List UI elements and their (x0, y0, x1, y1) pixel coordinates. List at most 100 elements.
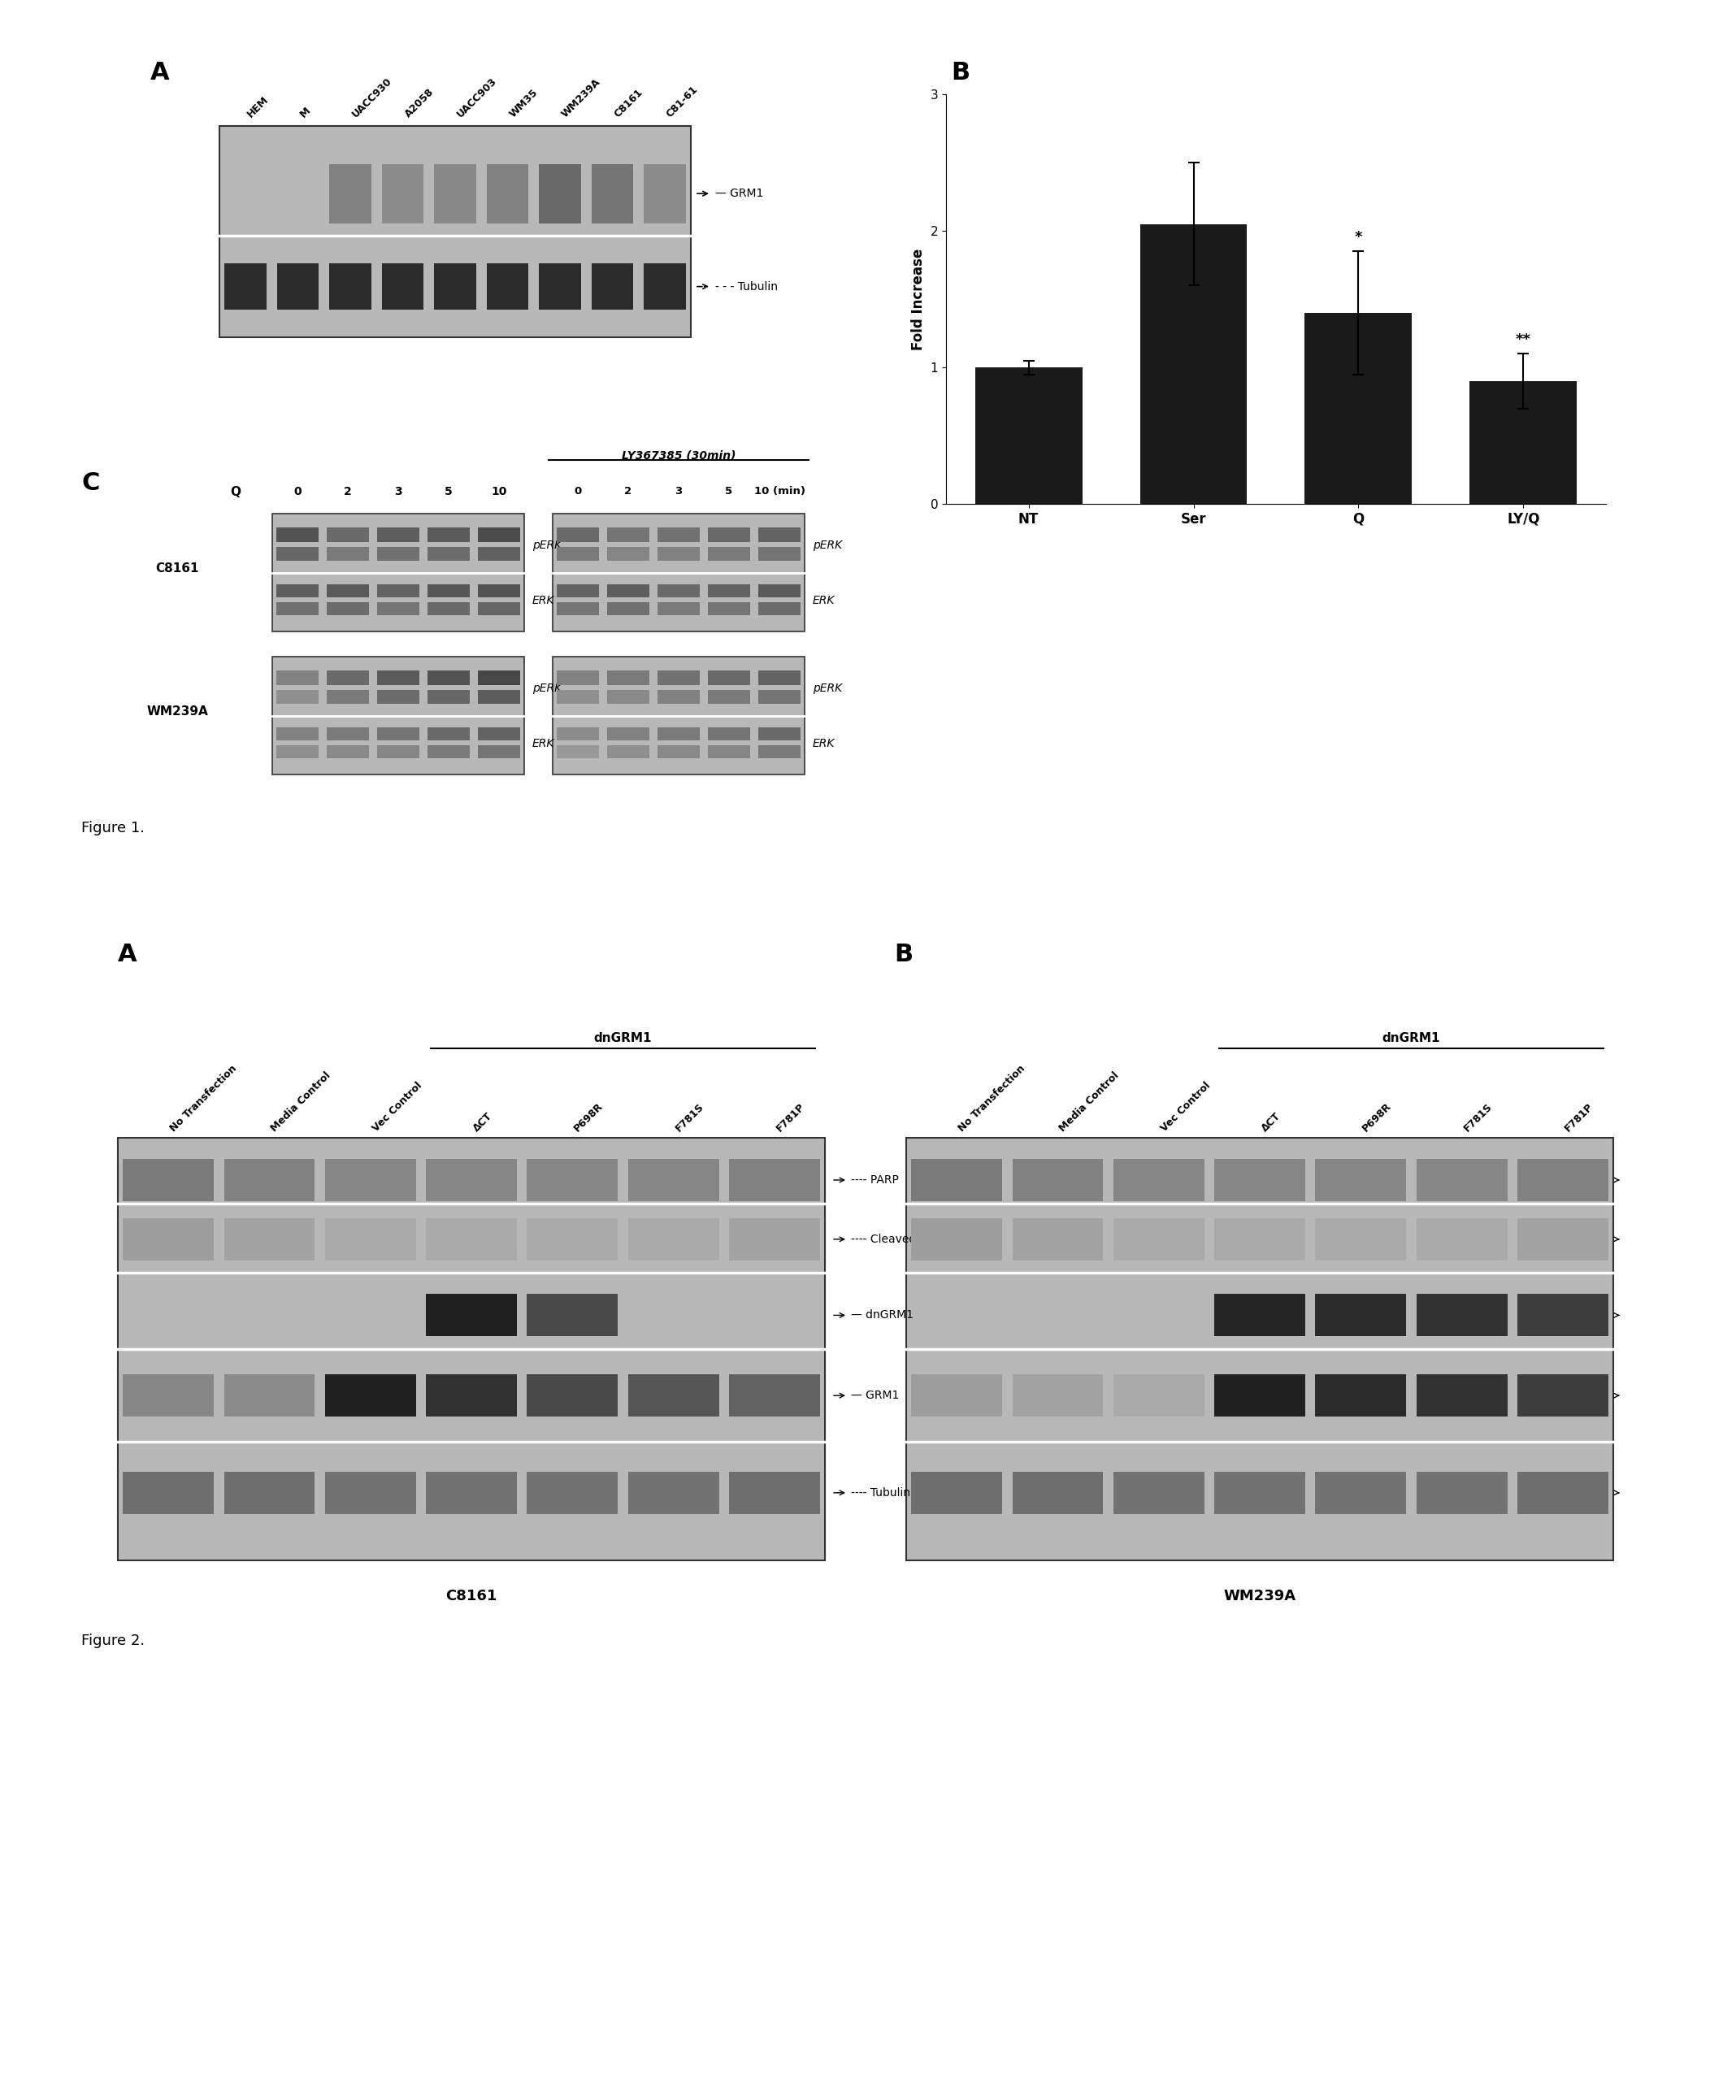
Text: No Transfection: No Transfection (957, 1063, 1028, 1134)
Bar (976, 367, 1082, 504)
Text: Figure 1.: Figure 1. (82, 821, 144, 836)
Bar (1213, 1373, 1305, 1418)
Bar (326, 584, 370, 598)
Bar (276, 745, 319, 758)
Text: A: A (151, 61, 170, 84)
Bar (224, 262, 267, 311)
Text: dnGRM1: dnGRM1 (1382, 1031, 1441, 1044)
Bar (608, 745, 649, 758)
Bar (326, 548, 370, 561)
Text: ---- PARP: ---- PARP (851, 1174, 899, 1186)
Text: ΔCT: ΔCT (472, 1111, 495, 1134)
Bar (759, 727, 800, 741)
Bar (658, 670, 700, 685)
Bar (1517, 1218, 1608, 1260)
Text: ERK: ERK (812, 739, 835, 750)
Bar (1305, 313, 1411, 504)
Bar (382, 262, 424, 311)
Bar (1113, 1373, 1205, 1418)
Bar (276, 548, 319, 561)
Bar (427, 691, 470, 704)
Bar (1113, 1159, 1205, 1201)
Bar (477, 670, 521, 685)
Bar (911, 1373, 1002, 1418)
Text: Vec Control: Vec Control (1158, 1079, 1212, 1134)
Bar (708, 670, 750, 685)
Bar (425, 1373, 517, 1418)
Text: *: * (1354, 231, 1363, 244)
Text: — GRM1: — GRM1 (851, 1390, 899, 1401)
Bar (427, 548, 470, 561)
Bar (276, 527, 319, 542)
Bar (528, 1373, 618, 1418)
Bar (628, 1373, 719, 1418)
Bar (425, 1472, 517, 1514)
Text: P698R: P698R (1361, 1100, 1394, 1134)
Bar (123, 1472, 214, 1514)
Bar (759, 670, 800, 685)
Bar (729, 1373, 819, 1418)
Bar (276, 584, 319, 598)
Text: M: M (299, 105, 312, 120)
Bar (1517, 1294, 1608, 1336)
Bar (557, 584, 599, 598)
Text: — dnGRM1: — dnGRM1 (851, 1310, 913, 1321)
Bar (1470, 382, 1576, 504)
Text: pERK: pERK (533, 540, 562, 550)
Bar (708, 603, 750, 615)
Bar (427, 603, 470, 615)
Bar (1517, 1472, 1608, 1514)
Bar (224, 1472, 314, 1514)
Bar (759, 603, 800, 615)
Bar (658, 603, 700, 615)
Text: F781S: F781S (1462, 1100, 1495, 1134)
Text: 3: 3 (394, 485, 403, 498)
Text: C8161: C8161 (446, 1590, 496, 1604)
Text: WM35: WM35 (507, 86, 540, 120)
Bar (608, 670, 649, 685)
Bar (608, 691, 649, 704)
Bar (434, 262, 476, 311)
Bar (1012, 1472, 1102, 1514)
Bar (1517, 1159, 1608, 1201)
Bar (377, 727, 420, 741)
Text: 2: 2 (625, 485, 632, 496)
Text: 5: 5 (726, 485, 733, 496)
Bar (708, 548, 750, 561)
Bar (628, 1159, 719, 1201)
Bar (276, 603, 319, 615)
Bar (557, 691, 599, 704)
Bar (729, 1472, 819, 1514)
Bar (628, 1472, 719, 1514)
Text: ---- Cleaved PARP: ---- Cleaved PARP (851, 1233, 948, 1245)
Bar (1316, 1373, 1406, 1418)
Bar (759, 691, 800, 704)
Text: C8161: C8161 (156, 563, 200, 575)
Bar (276, 727, 319, 741)
Bar (658, 691, 700, 704)
Text: 0: 0 (293, 485, 302, 498)
Bar (538, 164, 582, 223)
Bar (557, 527, 599, 542)
Bar (434, 164, 476, 223)
Bar (219, 126, 691, 338)
Bar (273, 657, 524, 775)
Bar (326, 603, 370, 615)
Bar (557, 603, 599, 615)
Bar (1316, 1294, 1406, 1336)
Bar (477, 527, 521, 542)
Text: ΔCT: ΔCT (1260, 1111, 1283, 1134)
Bar (326, 670, 370, 685)
Text: ERK: ERK (812, 594, 835, 607)
Bar (486, 262, 528, 311)
Bar (273, 514, 524, 632)
Bar (1417, 1472, 1507, 1514)
Text: WM239A: WM239A (1224, 1590, 1297, 1604)
Bar (759, 584, 800, 598)
Bar (708, 527, 750, 542)
Bar (278, 262, 319, 311)
Bar (759, 745, 800, 758)
Text: F781P: F781P (774, 1100, 807, 1134)
Bar (1417, 1159, 1507, 1201)
Text: C8161: C8161 (613, 86, 646, 120)
